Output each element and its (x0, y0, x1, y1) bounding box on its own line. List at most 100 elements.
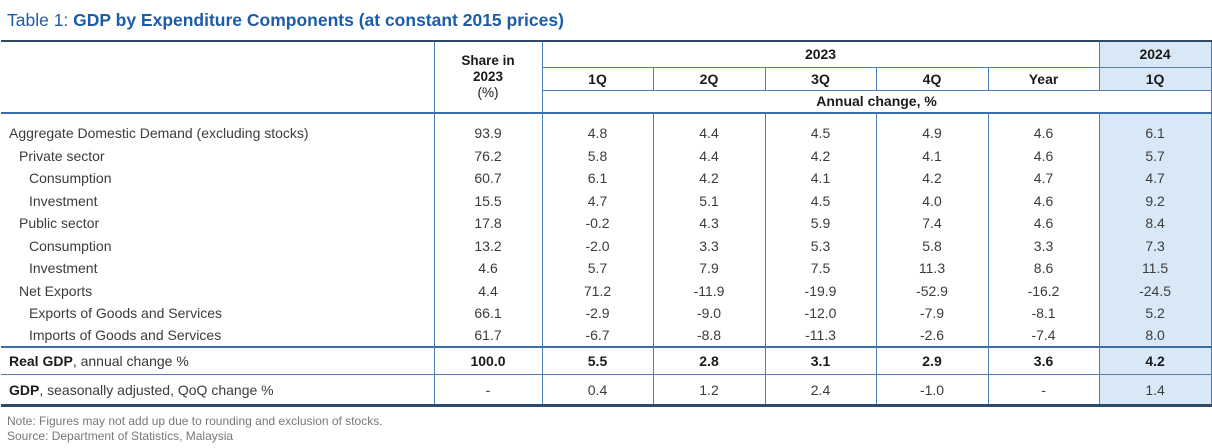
col-header-2023-1q: 1Q (541, 67, 654, 91)
value-cell: 5.1 (652, 189, 765, 212)
value-cell: 5.9 (764, 212, 876, 235)
header-corner-empty (1, 41, 434, 67)
value-cell: 4.3 (652, 212, 765, 235)
share-cell: 17.8 (433, 212, 542, 235)
value-cell: 4.9 (875, 122, 988, 145)
value-cell: 5.8 (541, 144, 653, 167)
value-cell: 4.7 (987, 167, 1100, 190)
value-cell: -0.2 (541, 212, 653, 235)
value-cell: 3.3 (652, 234, 765, 257)
table-row-private-sector: Private sector 76.2 5.8 4.4 4.2 4.1 4.6 … (1, 144, 1212, 167)
value-cell: -12.0 (764, 302, 876, 325)
share-cell: 76.2 (433, 144, 542, 167)
value-cell: 11.3 (875, 257, 988, 280)
value-cell-2024: 9.2 (1098, 189, 1212, 212)
row-label: Private sector (19, 147, 105, 164)
share-cell: 4.4 (433, 279, 542, 302)
value-cell: 7.5 (764, 257, 876, 280)
share-header-line2: 2023 (472, 69, 504, 84)
spacer-cell (764, 113, 876, 122)
share-cell: 66.1 (433, 302, 542, 325)
table-row-net-exports: Net Exports 4.4 71.2 -11.9 -19.9 -52.9 -… (1, 279, 1212, 302)
value-cell: 5.7 (541, 257, 653, 280)
share-cell: - (433, 374, 542, 406)
col-header-2023-4q: 4Q (875, 67, 989, 91)
table-header: Share in 2023 (%) 2023 2024 1Q 2Q 3Q 4Q … (1, 41, 1212, 114)
spacer-cell (1, 113, 434, 122)
value-cell: 4.8 (541, 122, 653, 145)
value-cell: 6.1 (541, 167, 653, 190)
col-header-2023-year: Year (987, 67, 1100, 91)
gdp-expenditure-table: Share in 2023 (%) 2023 2024 1Q 2Q 3Q 4Q … (1, 40, 1212, 407)
value-cell-2024: 8.4 (1098, 212, 1212, 235)
header-unit-empty (1, 90, 434, 114)
value-cell: 4.4 (652, 122, 765, 145)
table-row-public-consumption: Consumption 13.2 -2.0 3.3 5.3 5.8 3.3 7.… (1, 234, 1212, 257)
col-header-2023-3q: 3Q (764, 67, 877, 91)
value-cell: 4.7 (541, 189, 653, 212)
row-label: Aggregate Domestic Demand (excluding sto… (9, 125, 309, 142)
value-cell: -2.6 (875, 324, 988, 347)
table-row-private-consumption: Consumption 60.7 6.1 4.2 4.1 4.2 4.7 4.7 (1, 167, 1212, 190)
share-cell: 13.2 (433, 234, 542, 257)
row-label: Net Exports (19, 282, 93, 299)
value-cell: 4.2 (764, 144, 876, 167)
header-label-empty (1, 67, 434, 90)
value-cell: 4.1 (875, 144, 988, 167)
row-label: GDP, seasonally adjusted, QoQ change % (1, 374, 434, 406)
row-label: Consumption (29, 170, 112, 187)
value-cell: 4.1 (764, 167, 876, 190)
row-label-bold: Real GDP (9, 353, 73, 369)
table-title-main: GDP by Expenditure Components (at consta… (73, 10, 564, 30)
value-cell: 5.5 (541, 346, 653, 375)
value-cell: 5.3 (764, 234, 876, 257)
share-cell: 93.9 (433, 122, 542, 145)
col-group-2023: 2023 (541, 41, 1100, 68)
spacer-cell (433, 113, 542, 122)
table-row-imports: Imports of Goods and Services 61.7 -6.7 … (1, 324, 1212, 347)
value-cell: 5.8 (875, 234, 988, 257)
share-cell: 100.0 (433, 346, 542, 375)
share-header-line3: (%) (477, 85, 499, 100)
value-cell: -2.9 (541, 302, 653, 325)
value-cell-2024: 11.5 (1098, 257, 1212, 280)
row-label: Consumption (29, 237, 112, 254)
value-cell: 2.9 (875, 346, 988, 375)
value-cell-2024: 1.4 (1098, 374, 1212, 406)
spacer-cell (652, 113, 765, 122)
value-cell: 4.6 (987, 189, 1100, 212)
unit-band-label: Annual change, % (541, 90, 1212, 114)
share-cell: 61.7 (433, 324, 542, 347)
value-cell: -6.7 (541, 324, 653, 347)
row-label: Imports of Goods and Services (29, 327, 222, 344)
value-cell: -8.1 (987, 302, 1100, 325)
value-cell: -2.0 (541, 234, 653, 257)
table-row-exports: Exports of Goods and Services 66.1 -2.9 … (1, 302, 1212, 325)
value-cell-2024: 7.3 (1098, 234, 1212, 257)
spacer-cell (541, 113, 653, 122)
table-row-gdp-qoq: GDP, seasonally adjusted, QoQ change % -… (1, 374, 1212, 406)
table-footnotes: Note: Figures may not add up due to roun… (0, 407, 1212, 443)
row-label: Investment (29, 260, 98, 277)
row-label: Investment (29, 192, 98, 209)
value-cell: - (987, 374, 1100, 406)
value-cell: 2.8 (652, 346, 765, 375)
row-label-rest: , annual change % (72, 353, 189, 369)
value-cell: -52.9 (875, 279, 988, 302)
row-label-bold: GDP (9, 381, 40, 398)
value-cell: 4.6 (987, 144, 1100, 167)
value-cell: 3.1 (764, 346, 876, 375)
table-title-prefix: Table 1: (7, 10, 74, 30)
row-label: Real GDP, annual change % (1, 346, 434, 375)
spacer-cell (1098, 113, 1212, 122)
value-cell: 2.4 (764, 374, 876, 406)
share-header-line1: Share in (461, 53, 515, 68)
footnote-source: Source: Department of Statistics, Malays… (7, 428, 234, 443)
share-cell: 60.7 (433, 167, 542, 190)
value-cell: 4.4 (652, 144, 765, 167)
table-row-real-gdp: Real GDP, annual change % 100.0 5.5 2.8 … (1, 346, 1212, 375)
value-cell-2024: 4.2 (1098, 346, 1212, 375)
header-row-quarters: 1Q 2Q 3Q 4Q Year 1Q (1, 67, 1212, 91)
value-cell: 71.2 (541, 279, 653, 302)
value-cell: 4.6 (987, 122, 1100, 145)
